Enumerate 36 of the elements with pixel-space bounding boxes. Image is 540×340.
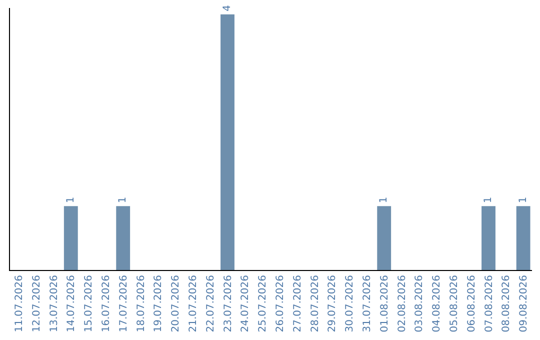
x-tick-label: 25.07.2026 (258, 275, 269, 332)
data-label: 4 (222, 5, 233, 12)
x-tick-label: 29.07.2026 (327, 275, 338, 332)
x-tick-label: 19.07.2026 (153, 275, 164, 332)
x-tick-label: 31.07.2026 (362, 275, 373, 332)
x-tick-label: 09.08.2026 (518, 275, 530, 332)
x-tick-label: 03.08.2026 (414, 275, 426, 332)
x-tick-label: 24.07.2026 (240, 275, 252, 332)
data-label: 1 (118, 196, 129, 204)
x-tick-label: 20.07.2026 (170, 275, 182, 332)
x-tick-label: 17.07.2026 (118, 275, 130, 332)
data-label: 1 (378, 196, 390, 204)
x-tick-label: 13.07.2026 (48, 275, 60, 332)
x-tick-label: 14.07.2026 (66, 275, 78, 332)
x-tick-label: 01.08.2026 (379, 275, 390, 332)
data-label: 1 (65, 196, 76, 204)
x-tick-label: 26.07.2026 (274, 275, 286, 332)
x-tick-label: 18.07.2026 (136, 275, 147, 332)
x-tick-label: 15.07.2026 (84, 275, 95, 332)
x-tick-label: 27.07.2026 (292, 275, 304, 332)
x-tick-label: 21.07.2026 (188, 275, 199, 332)
x-tick-label: 30.07.2026 (344, 275, 356, 332)
data-label: 1 (518, 196, 529, 204)
x-tick-label: 23.07.2026 (222, 275, 234, 332)
x-tick-label: 04.08.2026 (432, 275, 443, 332)
x-tick-label: 06.08.2026 (466, 275, 478, 332)
data-label: 1 (483, 196, 494, 204)
x-tick-label: 05.08.2026 (448, 275, 460, 332)
x-tick-label: 02.08.2026 (396, 275, 408, 332)
x-tick-label: 11.07.2026 (14, 275, 25, 332)
x-tick-label: 08.08.2026 (501, 275, 512, 332)
x-tick-label: 28.07.2026 (310, 275, 321, 332)
x-tick-label: 22.07.2026 (205, 275, 216, 332)
x-tick-label: 12.07.2026 (31, 275, 42, 332)
x-tick-label: 07.08.2026 (484, 275, 495, 332)
x-tick-label: 16.07.2026 (100, 275, 112, 332)
